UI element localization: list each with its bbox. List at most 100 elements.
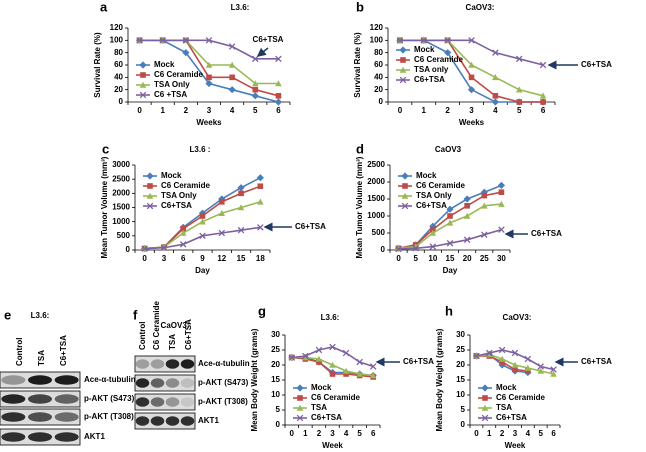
y-tick-label: 20 — [114, 85, 123, 94]
lane-label: TSA — [37, 350, 46, 366]
data-point — [480, 202, 488, 209]
x-tick-label: 6 — [276, 106, 281, 115]
y-tick-label: 80 — [114, 48, 123, 57]
legend-marker — [401, 192, 409, 199]
data-point — [238, 190, 244, 197]
blot-title: CaOV3: — [161, 321, 190, 330]
data-point — [492, 74, 499, 81]
data-point — [257, 224, 264, 231]
data-point — [468, 74, 475, 81]
data-point — [539, 92, 547, 99]
annotation: C6+TSA — [253, 35, 284, 44]
legend-label: C6+TSA — [161, 201, 192, 210]
y-tick-label: 0 — [381, 245, 386, 254]
data-point — [492, 93, 499, 99]
data-point — [205, 37, 213, 44]
x-axis-label: Day — [195, 266, 210, 275]
data-point — [180, 225, 187, 232]
x-tick-label: 1 — [303, 429, 308, 438]
legend-label: Mock — [311, 383, 332, 392]
data-point — [228, 61, 236, 68]
x-tick-label: 5 — [413, 254, 418, 263]
row-label: AKT1 — [198, 416, 219, 425]
panel-letter: c — [102, 141, 109, 156]
y-axis-label: Mean Tumor Volume (mm³) — [355, 156, 364, 258]
data-point — [159, 37, 166, 44]
data-point — [343, 371, 349, 377]
data-point — [329, 343, 336, 351]
data-point — [342, 367, 350, 374]
data-point — [515, 86, 523, 93]
legend-label: Mock — [154, 60, 175, 69]
chart-title: L3.6: — [321, 313, 340, 322]
blot-band — [28, 412, 52, 422]
data-point — [473, 352, 480, 360]
blot-band — [150, 359, 165, 369]
data-point — [486, 349, 493, 357]
x-tick-label: 5 — [538, 429, 543, 438]
x-axis-label: Week — [505, 441, 526, 450]
x-tick-label: 18 — [256, 254, 265, 263]
data-point — [252, 86, 259, 93]
y-tick-label: 2500 — [112, 174, 130, 183]
data-point — [420, 37, 428, 44]
x-tick-label: 6 — [181, 254, 186, 263]
y-tick-label: 1500 — [112, 203, 130, 212]
y-tick-label: 100 — [110, 35, 124, 44]
data-point — [429, 243, 437, 250]
x-tick-label: 15 — [237, 254, 246, 263]
y-tick-label: 15 — [271, 375, 280, 384]
data-point — [412, 245, 419, 252]
y-tick-label: 40 — [374, 72, 383, 81]
data-point — [342, 349, 350, 357]
legend-label: TSA — [496, 403, 512, 412]
annotation: C6+TSA — [531, 229, 562, 238]
data-point — [429, 229, 437, 236]
data-point — [256, 174, 264, 182]
blot-band — [135, 397, 150, 407]
data-point — [444, 37, 451, 44]
y-tick-label: 120 — [110, 23, 124, 32]
data-point — [481, 192, 488, 199]
blot-band — [150, 378, 165, 388]
y-axis-label: Mean Body Weight (grams) — [250, 328, 259, 431]
data-point — [511, 349, 519, 357]
blot-band — [180, 416, 195, 426]
legend-marker — [481, 414, 489, 422]
data-point — [218, 209, 226, 216]
data-point — [237, 204, 245, 211]
data-point — [498, 200, 505, 207]
y-tick-label: 0 — [126, 245, 131, 254]
legend-label: Mock — [416, 171, 437, 180]
data-point — [498, 346, 506, 354]
x-tick-label: 3 — [469, 106, 474, 115]
data-point — [463, 195, 471, 203]
y-tick-label: 30 — [456, 330, 465, 339]
data-point — [315, 346, 323, 354]
legend-marker — [402, 183, 408, 189]
y-tick-label: 10 — [456, 390, 465, 399]
y-axis-label: Survival Rate (%) — [93, 32, 102, 98]
blot-band — [165, 378, 180, 388]
data-point — [550, 366, 557, 373]
x-tick-label: 12 — [217, 254, 226, 263]
blot-band — [54, 432, 79, 442]
data-point — [206, 74, 212, 81]
data-point — [446, 239, 454, 247]
data-point — [498, 189, 505, 195]
data-point — [257, 183, 264, 190]
y-tick-label: 0 — [379, 97, 384, 106]
x-tick-label: 6 — [371, 429, 376, 438]
data-point — [141, 245, 148, 252]
data-point — [302, 354, 309, 361]
data-point — [199, 232, 206, 240]
x-tick-label: 1 — [487, 429, 492, 438]
y-tick-label: 15 — [456, 375, 465, 384]
row-label: AKT1 — [84, 432, 105, 441]
data-point — [356, 358, 363, 366]
legend-marker — [146, 202, 154, 210]
blot-band — [28, 432, 52, 442]
x-tick-label: 1 — [160, 106, 165, 115]
annotation: C6+TSA — [295, 222, 326, 231]
